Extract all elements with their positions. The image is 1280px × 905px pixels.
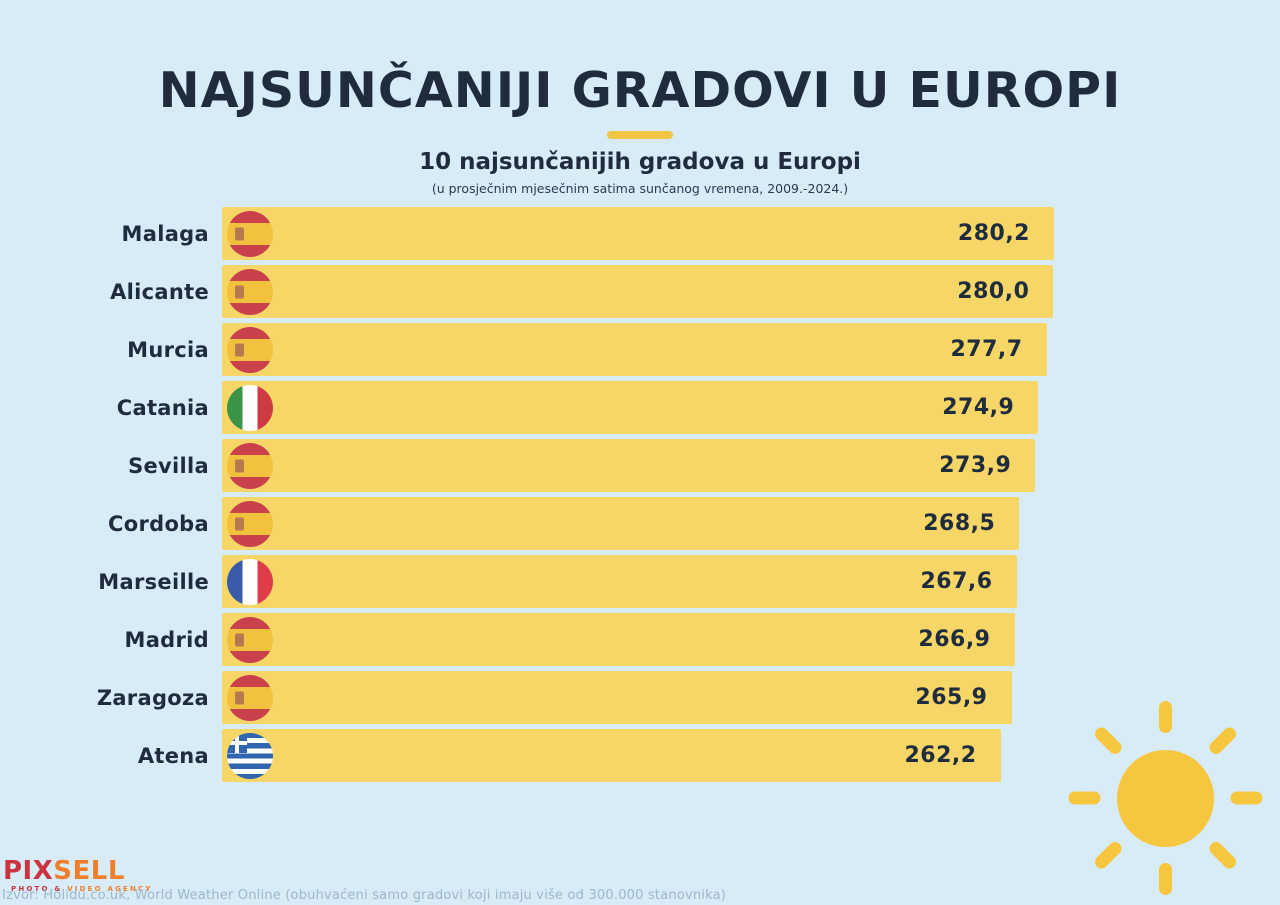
chart-title: 10 najsunčanijih gradova u Europi	[419, 149, 861, 175]
city-label: Cordoba	[108, 511, 209, 536]
chart-row: Malaga 280,2	[0, 207, 1100, 260]
logo-tagline-photo: PHOTO &	[11, 885, 63, 893]
spain-flag-icon	[227, 326, 273, 373]
spain-flag-icon	[227, 442, 273, 489]
city-label: Catania	[116, 395, 209, 420]
logo-tagline-video-agency: VIDEO AGENCY	[67, 885, 153, 893]
france-flag-icon	[227, 558, 273, 605]
value-bar: 273,9	[222, 439, 1036, 492]
pixsell-logo-tagline: PHOTO & VIDEO AGENCY	[3, 886, 153, 893]
value-bar: 265,9	[222, 671, 1012, 724]
value-label: 262,2	[904, 743, 977, 768]
greece-flag-icon	[227, 732, 273, 779]
value-bar: 262,2	[222, 729, 1001, 782]
value-label: 265,9	[915, 685, 988, 710]
value-label: 268,5	[923, 511, 996, 536]
sun-ray	[1091, 724, 1124, 757]
bar-chart: Malaga 280,2 Alicante 280,0 Murcia 277,7…	[0, 207, 1100, 787]
sun-ray	[1068, 791, 1100, 805]
city-label: Atena	[137, 743, 209, 768]
value-bar: 274,9	[222, 381, 1039, 434]
sun-icon	[1063, 696, 1267, 900]
value-bar: 266,9	[222, 613, 1015, 666]
value-bar: 277,7	[222, 323, 1047, 376]
chart-subnote: (u prosječnim mjesečnim satima sunčanog …	[431, 181, 849, 196]
sun-core	[1116, 749, 1214, 847]
city-label: Zaragoza	[96, 685, 209, 710]
source-note: Izvor: Holidu.co.uk, World Weather Onlin…	[2, 888, 727, 903]
value-label: 266,9	[918, 627, 991, 652]
city-label: Madrid	[124, 627, 209, 652]
value-label: 277,7	[950, 337, 1023, 362]
value-bar: 268,5	[222, 497, 1020, 550]
spain-flag-icon	[227, 210, 273, 257]
spain-flag-icon	[227, 500, 273, 547]
spain-flag-icon	[227, 616, 273, 663]
pixsell-logo-wordmark: PIXSELL	[3, 858, 153, 884]
value-label: 273,9	[939, 453, 1012, 478]
chart-row: Alicante 280,0	[0, 265, 1100, 318]
city-label: Marseille	[98, 569, 209, 594]
chart-row: Marseille 267,6	[0, 555, 1100, 608]
pixsell-logo: PIXSELL PHOTO & VIDEO AGENCY	[3, 858, 153, 893]
city-label: Murcia	[127, 337, 209, 362]
value-label: 280,0	[957, 279, 1030, 304]
chart-row: Atena 262,2	[0, 729, 1100, 782]
sun-ray	[1230, 791, 1262, 805]
value-bar: 267,6	[222, 555, 1017, 608]
logo-text-pix: PIX	[3, 856, 54, 886]
italy-flag-icon	[227, 384, 273, 431]
sun-ray	[1206, 839, 1239, 872]
chart-row: Madrid 266,9	[0, 613, 1100, 666]
chart-row: Sevilla 273,9	[0, 439, 1100, 492]
chart-row: Murcia 277,7	[0, 323, 1100, 376]
spain-flag-icon	[227, 268, 273, 315]
value-label: 274,9	[942, 395, 1015, 420]
value-bar: 280,2	[222, 207, 1054, 260]
chart-row: Zaragoza 265,9	[0, 671, 1100, 724]
logo-text-sell: SELL	[53, 856, 125, 886]
title-divider	[607, 131, 673, 139]
spain-flag-icon	[227, 674, 273, 721]
sun-ray	[1158, 701, 1172, 733]
city-label: Sevilla	[128, 453, 209, 478]
chart-row: Catania 274,9	[0, 381, 1100, 434]
sun-ray	[1158, 863, 1172, 895]
city-label: Alicante	[110, 279, 209, 304]
page-title: NAJSUNČANIJI GRADOVI U EUROPI	[158, 62, 1122, 119]
sun-ray	[1091, 839, 1124, 872]
value-bar: 280,0	[222, 265, 1054, 318]
value-label: 267,6	[920, 569, 993, 594]
value-label: 280,2	[957, 221, 1030, 246]
sun-ray	[1206, 724, 1239, 757]
chart-row: Cordoba 268,5	[0, 497, 1100, 550]
city-label: Malaga	[121, 221, 209, 246]
